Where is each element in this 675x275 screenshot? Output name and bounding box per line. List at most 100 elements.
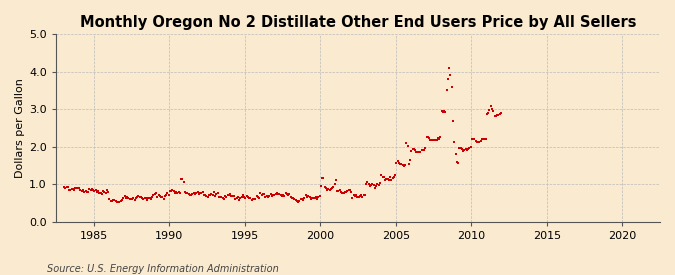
Point [304,195,315,199]
Point [329,182,340,187]
Point [279,194,290,199]
Point [255,191,266,196]
Point [190,192,200,196]
Point [186,192,196,197]
Point [470,139,481,143]
Point [85,188,96,192]
Point [201,194,212,198]
Point [306,196,317,200]
Point [193,191,204,196]
Point [318,176,329,180]
Point [73,186,84,190]
Point [475,139,486,143]
Point [114,200,125,205]
Point [159,194,170,199]
Point [319,185,330,189]
Point [80,189,91,193]
Point [140,196,151,200]
Point [416,148,427,153]
Point [103,189,113,194]
Point [129,197,140,202]
Point [101,188,112,192]
Point [97,192,107,196]
Point [277,194,288,198]
Point [198,193,209,197]
Point [437,109,448,114]
Point [443,76,454,81]
Point [249,197,260,201]
Y-axis label: Dollars per Gallon: Dollars per Gallon [15,78,25,178]
Point [265,192,276,197]
Point [177,177,188,182]
Point [495,111,506,115]
Point [69,188,80,192]
Point [350,194,360,198]
Point [322,187,333,192]
Text: Source: U.S. Energy Information Administration: Source: U.S. Energy Information Administ… [47,264,279,274]
Point [128,196,139,201]
Point [421,135,432,139]
Point [203,193,214,197]
Point [377,175,388,179]
Point [126,197,136,201]
Point [429,138,439,142]
Point [335,189,346,194]
Point [415,150,426,155]
Point [188,191,199,195]
Point [441,87,452,92]
Point [317,176,327,180]
Point [246,198,257,202]
Point [252,195,263,199]
Point [236,194,247,199]
Point [371,184,381,188]
Point [286,195,296,199]
Point [302,195,313,199]
Point [481,112,492,116]
Point [194,191,205,196]
Point [254,196,265,200]
Point [227,194,238,199]
Point [294,199,305,203]
Point [210,193,221,198]
Point [363,182,374,186]
Point [343,188,354,192]
Point [161,193,171,197]
Point [379,175,389,179]
Point [191,191,202,195]
Point [464,145,475,150]
Point [443,65,454,70]
Point [430,138,441,143]
Point [449,140,460,144]
Point [123,196,134,201]
Point [162,191,173,196]
Point [207,192,218,197]
Point [315,184,326,188]
Point [212,191,223,195]
Point [172,191,183,195]
Point [489,114,500,118]
Point [61,185,72,189]
Point [230,197,241,201]
Point [360,182,371,186]
Point [213,194,224,199]
Point [404,162,414,166]
Point [84,187,95,191]
Point [261,194,272,198]
Point [417,148,428,152]
Point [241,194,252,199]
Point [305,197,316,201]
Point [369,183,379,188]
Point [338,191,349,195]
Point [369,185,380,190]
Point [59,185,70,189]
Point [477,137,487,141]
Point [490,114,501,118]
Point [142,197,153,202]
Point [184,191,194,196]
Point [173,190,184,194]
Point [101,191,111,195]
Point [406,148,417,153]
Point [169,191,180,195]
Point [251,194,262,199]
Point [283,192,294,197]
